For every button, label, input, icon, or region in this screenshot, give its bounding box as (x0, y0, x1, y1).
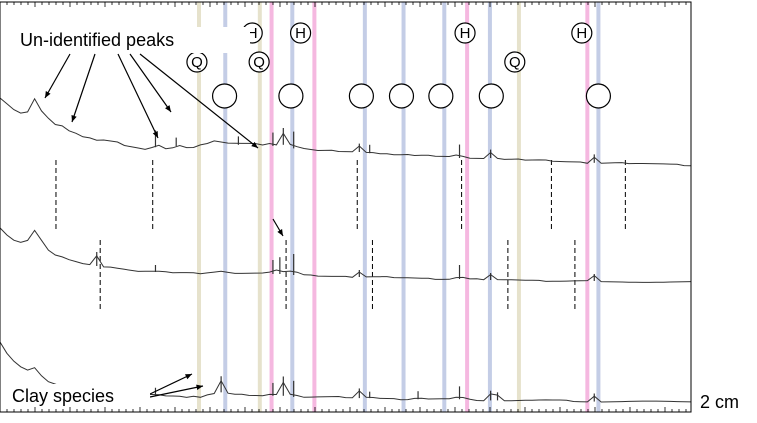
arrow-clay-1 (149, 373, 193, 395)
arrow-unidentified-1-head (45, 91, 51, 98)
phase-marker-circle-13 (585, 83, 612, 109)
unidentified-peaks-label: Un-identified peaks (20, 30, 174, 50)
clay-species-label: Clay species (12, 386, 114, 406)
phase-marker-circle-11 (428, 83, 454, 109)
arrow-unidentified-1 (44, 53, 71, 99)
phase-marker-circle-3 (571, 22, 593, 44)
scale-label: 2 cm (700, 392, 739, 412)
phase-marker-circle-9 (348, 83, 374, 109)
phase-marker-circle-10 (388, 83, 415, 109)
arrow-unidentified-3 (117, 53, 159, 139)
arrow-unidentified-5 (139, 53, 259, 149)
arrow-unidentified-2-head (71, 115, 77, 122)
spectrum-line-0 (0, 97, 692, 167)
phase-marker-label-5: Q (253, 54, 265, 71)
clay-label-bg (10, 384, 150, 406)
phase-marker-circle-6 (504, 51, 526, 73)
phase-marker-circle-7 (211, 83, 238, 109)
dashed-markers (55, 160, 626, 310)
arrow-unidentified-2 (71, 53, 96, 123)
arrow-unidentified-4 (129, 53, 172, 113)
phase-marker-circle-12 (478, 83, 504, 109)
phase-marker-label-3: H (576, 25, 587, 42)
arrow-clay-1-head (185, 374, 192, 380)
phase-marker-label-0: H (247, 25, 258, 42)
arrow-middle-peak-head (277, 229, 283, 236)
phase-marker-label-1: H (295, 25, 306, 42)
phase-marker-label-2: H (460, 25, 471, 42)
phase-marker-circle-5 (248, 51, 270, 73)
phase-marker-circle-2 (454, 22, 476, 44)
phase-marker-circle-8 (278, 83, 304, 109)
phase-markers: H H H HQ Q Q (186, 22, 612, 109)
axis-ticks (0, 2, 687, 412)
spectrum-line-1 (0, 227, 692, 283)
arrow-unidentified-5-head (251, 141, 258, 148)
annotation-arrows (44, 53, 284, 398)
phase-marker-label-6: Q (509, 54, 521, 71)
unidentified-label-bg (18, 27, 250, 53)
arrow-unidentified-3-head (152, 131, 158, 138)
arrow-clay-2-head (196, 384, 203, 390)
plot-frame (0, 1, 692, 413)
phase-marker-label-4: Q (191, 54, 203, 71)
phase-marker-circle-1 (289, 22, 312, 44)
arrow-clay-2 (149, 385, 204, 398)
arrow-unidentified-4-head (165, 105, 171, 112)
